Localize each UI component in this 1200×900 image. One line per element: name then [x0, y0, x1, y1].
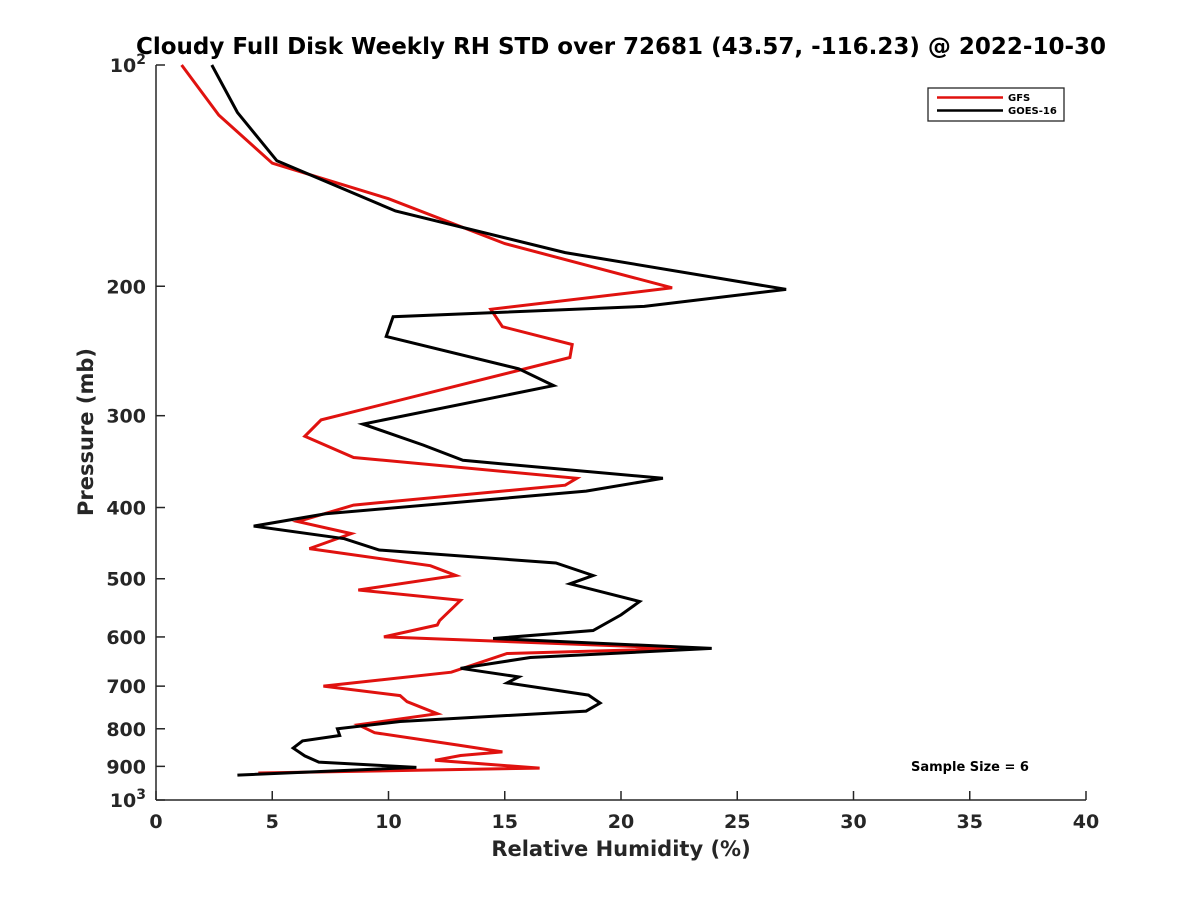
x-tick-label: 15: [492, 811, 518, 833]
legend: GFS GOES-16: [927, 87, 1065, 122]
y-tick-label: 500: [106, 569, 146, 591]
sample-size-annotation: Sample Size = 6: [911, 760, 1029, 775]
x-ticks: 0 5 10 15 20 25 30 35 40: [149, 791, 1099, 833]
series-line-gfs: [180, 64, 687, 775]
y-tick-label: 102: [110, 52, 146, 77]
series-layer: [180, 64, 787, 777]
y-tick-label: 300: [106, 406, 146, 428]
x-tick-label: 5: [266, 811, 279, 833]
x-tick-label: 0: [149, 811, 162, 833]
y-tick-label: 900: [106, 756, 146, 778]
legend-label-goes16: GOES-16: [1008, 106, 1057, 117]
y-tick-label: 600: [106, 627, 146, 649]
y-tick-label: 103: [110, 787, 146, 812]
y-axis-label: Pressure (mb): [74, 348, 98, 516]
x-tick-label: 20: [608, 811, 634, 833]
x-tick-label: 40: [1073, 811, 1099, 833]
y-tick-label: 200: [106, 276, 146, 298]
legend-label-gfs: GFS: [1008, 93, 1030, 104]
chart-title: Cloudy Full Disk Weekly RH STD over 7268…: [136, 34, 1106, 60]
y-tick-label: 400: [106, 498, 146, 520]
x-tick-label: 30: [840, 811, 866, 833]
legend-box: [927, 87, 1065, 122]
series-line-goes16: [210, 64, 787, 777]
x-tick-label: 10: [375, 811, 401, 833]
y-tick-label: 800: [106, 719, 146, 741]
x-axis-label: Relative Humidity (%): [491, 837, 750, 861]
x-tick-label: 35: [957, 811, 983, 833]
y-ticks: 102 200 300 400 500 600 700 800 900 103: [106, 52, 165, 812]
y-tick-label: 700: [106, 676, 146, 698]
x-tick-label: 25: [724, 811, 750, 833]
